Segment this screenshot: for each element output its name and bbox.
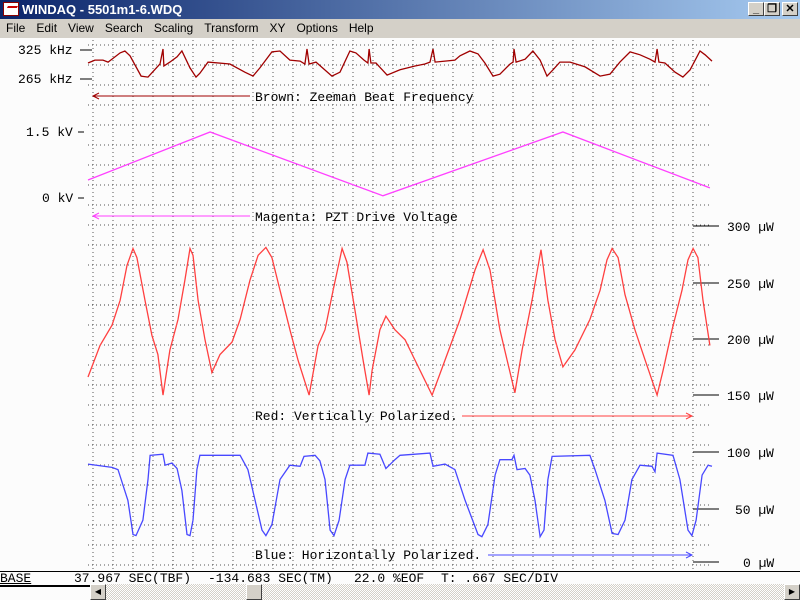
brown-scale-bottom: 265 kHz xyxy=(18,72,73,87)
status-mode: BASE xyxy=(0,571,32,586)
blue-scale-100: 100 µW xyxy=(727,446,774,461)
status-tbf: 37.967 SEC(TBF) xyxy=(74,571,192,586)
blue-scale: 100 µW 50 µW 0 µW xyxy=(693,446,774,571)
red-scale-300: 300 µW xyxy=(727,220,774,235)
menu-bar: File Edit View Search Scaling Transform XY Opti… xyxy=(0,19,800,38)
horizontal-scrollbar[interactable]: ◀ ▶ xyxy=(90,584,800,600)
grid xyxy=(88,40,712,570)
red-channel-label: Red: Vertically Polarized. xyxy=(255,409,458,424)
red-scale: 300 µW 250 µW 200 µW 150 µW xyxy=(693,220,774,404)
scroll-thumb[interactable] xyxy=(246,584,262,600)
magenta-channel-label: Magenta: PZT Drive Voltage xyxy=(255,210,458,225)
menu-view[interactable]: View xyxy=(68,21,94,35)
scroll-row: ◀ ▶ xyxy=(0,584,800,600)
arrow-right-icon xyxy=(685,412,694,420)
title-bar: WINDAQ - 5501m1-6.WDQ _ ❐ ✕ xyxy=(0,0,800,19)
menu-help[interactable]: Help xyxy=(348,21,374,35)
waveform-display[interactable]: 325 kHz 265 kHz 1.5 kV 0 kV 300 µW 250 µ… xyxy=(0,38,800,571)
arrow-right-icon xyxy=(685,551,694,559)
scroll-left-button[interactable]: ◀ xyxy=(90,584,106,600)
status-tm: -134.683 SEC(TM) xyxy=(208,571,333,586)
red-scale-150: 150 µW xyxy=(727,389,774,404)
blue-channel-label: Blue: Horizontally Polarized. xyxy=(255,548,481,563)
blue-scale-0: 0 µW xyxy=(743,556,774,571)
window-title: WINDAQ - 5501m1-6.WDQ xyxy=(22,2,183,17)
arrow-left-icon xyxy=(91,92,100,100)
traces xyxy=(87,48,713,539)
restore-button[interactable]: ❐ xyxy=(764,2,780,16)
scroll-right-button[interactable]: ▶ xyxy=(784,584,800,600)
arrow-left-icon xyxy=(91,212,100,220)
magenta-scale-bottom: 0 kV xyxy=(42,191,73,206)
menu-scaling[interactable]: Scaling xyxy=(153,21,194,35)
magenta-trace xyxy=(87,131,711,197)
close-button[interactable]: ✕ xyxy=(782,2,798,16)
status-line: BASE 37.967 SEC(TBF) -134.683 SEC(TM) 22.0 … xyxy=(0,571,800,586)
minimize-button[interactable]: _ xyxy=(748,2,764,16)
menu-options[interactable]: Options xyxy=(296,21,338,35)
status-timebase: T: .667 SEC/DIV xyxy=(441,571,559,586)
blue-scale-50: 50 µW xyxy=(735,503,774,518)
divider xyxy=(0,585,90,587)
menu-edit[interactable]: Edit xyxy=(36,21,58,35)
red-scale-250: 250 µW xyxy=(727,277,774,292)
brown-scale-top: 325 kHz xyxy=(18,43,73,58)
red-scale-200: 200 µW xyxy=(727,333,774,348)
brown-trace xyxy=(87,48,713,79)
blue-trace xyxy=(87,452,713,539)
windaq-app-icon xyxy=(3,2,19,16)
menu-search[interactable]: Search xyxy=(104,21,143,35)
status-eof: 22.0 %EOF xyxy=(354,571,425,586)
menu-file[interactable]: File xyxy=(6,21,26,35)
waveform-svg: 325 kHz 265 kHz 1.5 kV 0 kV 300 µW 250 µ… xyxy=(18,40,774,571)
menu-xy[interactable]: XY xyxy=(269,21,286,35)
menu-transform[interactable]: Transform xyxy=(204,21,259,35)
magenta-scale-top: 1.5 kV xyxy=(26,125,73,140)
brown-channel-label: Brown: Zeeman Beat Frequency xyxy=(255,90,474,105)
red-trace xyxy=(87,246,711,398)
